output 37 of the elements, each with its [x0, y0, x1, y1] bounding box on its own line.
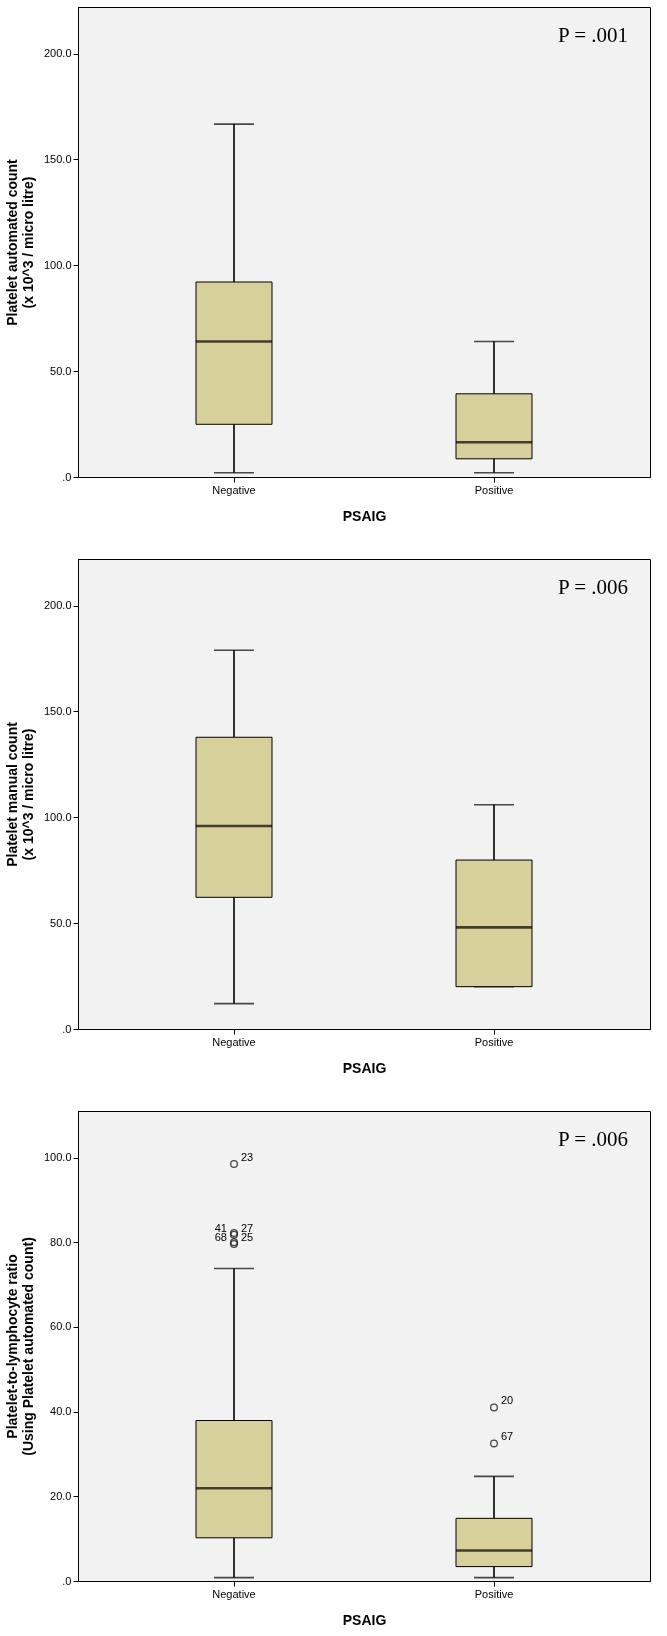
annotation: 20	[501, 1394, 514, 1407]
x-axis-title: PSAIG	[342, 1059, 387, 1076]
annotation: P = .001	[558, 23, 628, 47]
y-tick-label: 100.0	[43, 1151, 72, 1164]
y-tick-label: 100.0	[43, 810, 72, 823]
y-tick-label: 20.0	[50, 1489, 72, 1502]
annotation: P = .006	[558, 575, 628, 599]
y-tick-label: 60.0	[50, 1320, 72, 1333]
y-tick-label: .0	[62, 1574, 72, 1587]
y-tick-label: .0	[62, 470, 72, 483]
y-tick-label: 200.0	[43, 599, 72, 612]
y-tick-label: 50.0	[50, 364, 72, 377]
y-tick-label: 150.0	[43, 704, 72, 717]
annotation: 23	[241, 1150, 254, 1163]
y-tick-label: 80.0	[50, 1235, 72, 1248]
x-tick-label: Negative	[212, 1587, 256, 1600]
y-tick-label: 150.0	[43, 152, 72, 165]
y-tick-label: .0	[62, 1022, 72, 1035]
y-tick-label: 100.0	[43, 258, 72, 271]
annotation: 67	[501, 1430, 514, 1443]
y-axis-title: Platelet-to-lymphocyte ratio (Using Platelet automated count)	[3, 1237, 36, 1456]
annotation: 41	[214, 1221, 227, 1234]
x-tick-label: Positive	[474, 483, 514, 496]
x-axis-title: PSAIG	[342, 1611, 387, 1628]
y-tick-label: 200.0	[43, 47, 72, 60]
y-axis-title: Platelet manual count (x 10^3 / micro litre)	[3, 721, 36, 867]
annotation: 27	[241, 1221, 254, 1234]
y-tick-label: 40.0	[50, 1405, 72, 1418]
y-tick-label: 50.0	[50, 916, 72, 929]
annotation: 68	[214, 1231, 227, 1244]
y-axis-title: Platelet automated count (x 10^3 / micro litre)	[3, 158, 36, 326]
x-axis-title: PSAIG	[342, 507, 387, 524]
x-tick-label: Positive	[474, 1035, 514, 1048]
annotation: P = .006	[558, 1127, 628, 1151]
x-tick-label: Negative	[212, 1035, 256, 1048]
x-tick-label: Positive	[474, 1587, 514, 1600]
x-tick-label: Negative	[212, 483, 256, 496]
